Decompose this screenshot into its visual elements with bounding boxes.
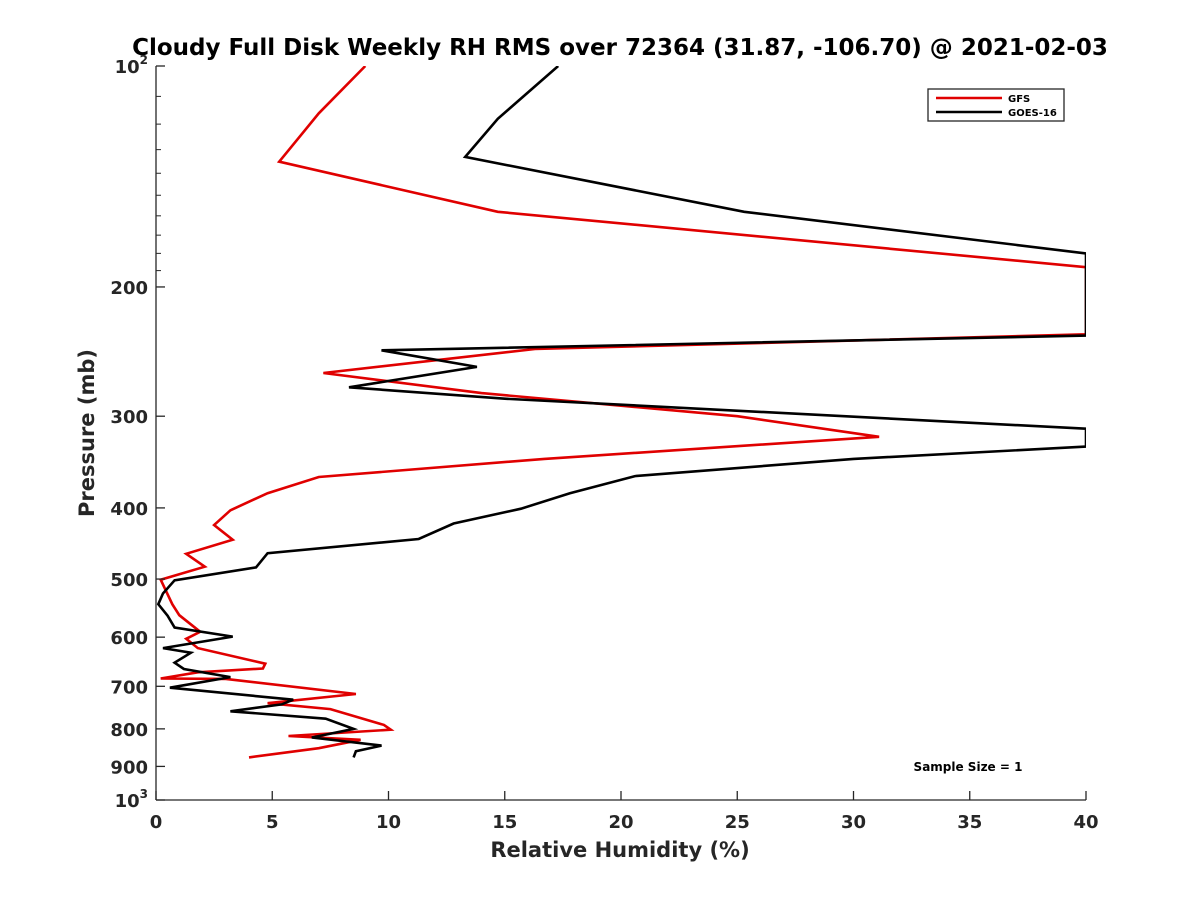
y-axis-label: Pressure (mb) [75, 349, 99, 517]
x-tick-label: 10 [376, 812, 401, 833]
x-tick-label: 20 [608, 812, 633, 833]
x-tick-label: 15 [492, 812, 517, 833]
legend: GFS GOES-16 [927, 88, 1065, 122]
x-tick-label: 40 [1073, 812, 1098, 833]
y-tick-label: 700 [110, 677, 148, 698]
y-tick-label: 102 [115, 53, 148, 78]
legend-label-goes-16: GOES-16 [1008, 108, 1057, 119]
legend-box [927, 88, 1065, 122]
y-tick-label: 103 [115, 787, 148, 812]
x-tick-label: 30 [841, 812, 866, 833]
chart-title: Cloudy Full Disk Weekly RH RMS over 7236… [132, 35, 1108, 61]
x-tick-label: 5 [266, 812, 279, 833]
y-tick-label: 300 [110, 407, 148, 428]
y-tick-label: 500 [110, 570, 148, 591]
axes: 0 5 10 15 20 25 30 35 40 102 200 300 400 500 600 700 800… [110, 53, 1098, 833]
sample-size-annotation: Sample Size = 1 [914, 760, 1023, 774]
series-line-goes-16 [156, 66, 1086, 758]
plot-area [156, 66, 1086, 759]
y-tick-label: 900 [110, 757, 148, 778]
x-axis-label: Relative Humidity (%) [490, 838, 749, 862]
series-line-gfs [158, 66, 1086, 759]
x-tick-label: 0 [150, 812, 163, 833]
x-tick-label: 25 [725, 812, 750, 833]
x-tick-label: 35 [957, 812, 982, 833]
y-tick-label: 400 [110, 499, 148, 520]
y-tick-label: 800 [110, 720, 148, 741]
legend-label-gfs: GFS [1008, 94, 1030, 105]
y-tick-label: 200 [110, 278, 148, 299]
y-tick-label: 600 [110, 628, 148, 649]
